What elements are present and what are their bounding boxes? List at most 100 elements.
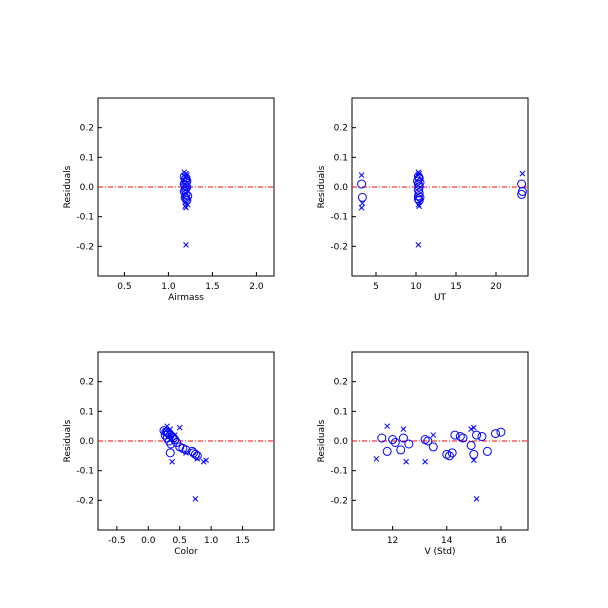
ut-x-tick-label: 5 <box>373 282 379 292</box>
ut-y-tick-label: -0.2 <box>330 242 348 252</box>
vstd-point-circle <box>398 433 408 443</box>
vstd-point-cross <box>470 457 477 464</box>
airmass-x-tick-label: 1.5 <box>205 282 219 292</box>
color-point-cross <box>171 432 178 438</box>
airmass-x-ticks: 0.5 1.0 1.5 2.0 <box>117 272 264 292</box>
vstd-point-circle <box>377 433 387 443</box>
vstd-point-circle <box>447 448 457 458</box>
airmass-point-cross <box>184 201 191 208</box>
color-y-tick-label: 0.0 <box>80 437 95 447</box>
ut-point-circle <box>517 189 527 199</box>
vstd-xlabel: V (Std) <box>425 547 456 557</box>
color-point-cross <box>203 457 209 464</box>
color-point-circle <box>166 439 176 449</box>
vstd-point-circle <box>428 442 438 452</box>
ut-x-tick-label: 15 <box>450 282 461 292</box>
vstd-point-circle <box>382 446 392 456</box>
vstd-point-cross <box>373 455 380 462</box>
airmass-point-cross <box>182 173 188 180</box>
ut-point-circle <box>517 179 527 189</box>
ut-panel: UT Residuals 5 10 15 20 -0.2 -0.1 0.0 0.1 0.2 <box>317 97 529 303</box>
ut-point-cross <box>359 200 366 207</box>
airmass-y-tick-label: 0.2 <box>80 124 94 134</box>
color-y-ticks: -0.2 -0.1 0.0 0.1 0.2 <box>76 378 102 506</box>
vstd-y-tick-label: -0.1 <box>330 467 348 477</box>
vstd-y-tick-label: -0.2 <box>330 496 348 506</box>
vstd-point-circle <box>491 429 501 439</box>
airmass-point-circle <box>182 176 192 186</box>
ut-point-cross <box>415 172 422 178</box>
airmass-ylabel: Residuals <box>63 165 73 208</box>
color-x-tick-label: 1.0 <box>204 536 219 546</box>
color-point-cross <box>163 427 169 434</box>
vstd-ylabel: Residuals <box>317 419 327 462</box>
airmass-point-circle <box>180 185 190 195</box>
vstd-point-circle <box>390 437 400 447</box>
airmass-y-tick-label: -0.2 <box>76 242 94 252</box>
color-point-cross <box>192 495 199 502</box>
color-panel: Color Residuals -0.5 0.0 0.5 1.0 1.5 -0.2-0.… <box>63 351 275 557</box>
vstd-point-circle <box>423 436 433 446</box>
color-x-tick-label: 0.5 <box>173 536 187 546</box>
vstd-points <box>373 423 506 502</box>
airmass-point-cross <box>183 204 189 211</box>
color-points <box>159 423 209 502</box>
vstd-y-tick-label: 0.0 <box>334 437 349 447</box>
vstd-x-tick-label: 16 <box>495 536 507 546</box>
ut-points <box>357 169 527 248</box>
color-y-tick-label: -0.1 <box>76 467 94 477</box>
vstd-point-circle <box>472 430 482 440</box>
airmass-points <box>179 169 193 248</box>
ut-point-cross <box>519 170 526 177</box>
color-y-tick-label: 0.2 <box>80 378 94 388</box>
airmass-y-tick-label: -0.1 <box>76 213 94 223</box>
vstd-point-circle <box>442 449 452 459</box>
color-point-cross <box>169 458 176 465</box>
ut-point-circle <box>357 192 367 202</box>
color-y-tick-label: -0.2 <box>76 496 94 506</box>
color-point-cross <box>194 455 201 462</box>
color-point-circle <box>187 446 197 456</box>
airmass-xlabel: Airmass <box>168 293 204 303</box>
color-x-tick-label: -0.5 <box>108 536 126 546</box>
ut-ylabel: Residuals <box>317 165 327 208</box>
vstd-point-cross <box>384 423 391 430</box>
ut-point-circle <box>413 191 423 201</box>
vstd-x-ticks: 12 14 16 <box>387 526 507 546</box>
airmass-point-cross <box>183 241 189 248</box>
vstd-point-circle <box>388 435 398 445</box>
vstd-point-circle <box>458 433 468 443</box>
vstd-point-cross <box>422 458 428 465</box>
airmass-x-tick-label: 0.5 <box>117 282 131 292</box>
vstd-point-cross <box>430 432 437 438</box>
ut-point-cross <box>415 241 422 248</box>
vstd-point-circle <box>404 439 414 449</box>
color-xlabel: Color <box>174 547 198 557</box>
vstd-point-circle <box>450 430 460 440</box>
color-point-circle <box>172 437 182 447</box>
color-ylabel: Residuals <box>63 419 73 462</box>
ut-y-tick-label: 0.1 <box>334 153 348 163</box>
vstd-y-tick-label: 0.1 <box>334 407 348 417</box>
vstd-point-circle <box>496 427 506 437</box>
airmass-x-tick-label: 1.0 <box>161 282 176 292</box>
ut-x-ticks: 5 10 15 20 <box>373 272 502 292</box>
color-point-cross <box>167 426 174 432</box>
color-x-tick-label: 1.5 <box>235 536 249 546</box>
vstd-x-tick-label: 12 <box>387 536 398 546</box>
color-y-tick-label: 0.1 <box>80 407 94 417</box>
airmass-y-tick-label: 0.0 <box>80 183 95 193</box>
airmass-point-circle <box>179 179 189 189</box>
vstd-x-tick-label: 14 <box>441 536 453 546</box>
vstd-point-circle <box>469 449 479 459</box>
color-point-circle <box>165 448 175 458</box>
vstd-point-circle <box>477 432 487 442</box>
color-point-cross <box>176 424 183 431</box>
ut-point-cross <box>416 203 423 210</box>
vstd-point-circle <box>482 446 492 456</box>
ut-x-tick-label: 10 <box>410 282 422 292</box>
vstd-point-cross <box>468 426 474 432</box>
color-x-ticks: -0.5 0.0 0.5 1.0 1.5 <box>108 526 250 546</box>
